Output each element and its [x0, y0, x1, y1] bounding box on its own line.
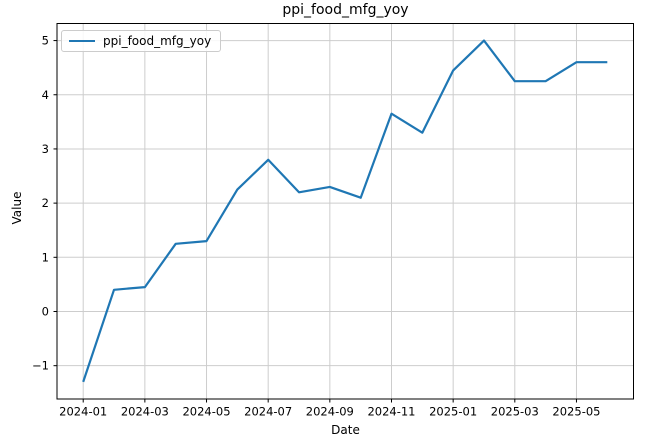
x-tick-label: 2024-07 [244, 405, 292, 419]
x-axis-label: Date [331, 423, 360, 437]
x-tick-label: 2024-11 [367, 405, 415, 419]
y-tick-label: 0 [42, 304, 49, 318]
y-tick-label: −1 [32, 359, 49, 373]
y-tick-label: 3 [42, 142, 49, 156]
y-axis-label: Value [10, 191, 24, 225]
data-line [82, 39, 608, 383]
x-tick-label: 2024-05 [182, 405, 230, 419]
legend-label: ppi_food_mfg_yoy [103, 34, 212, 48]
x-tick-label: 2024-09 [306, 405, 354, 419]
x-tick-label: 2024-01 [59, 405, 107, 419]
x-tick-label: 2025-05 [552, 405, 600, 419]
x-tick-label: 2024-03 [121, 405, 169, 419]
legend-line-sample [69, 40, 95, 42]
y-tick-label: 5 [42, 34, 49, 48]
legend: ppi_food_mfg_yoy [61, 30, 222, 52]
y-tick-label: 1 [42, 250, 49, 264]
plot-border [56, 23, 634, 400]
y-tick-label: 4 [42, 88, 49, 102]
chart-title: ppi_food_mfg_yoy [282, 2, 409, 18]
x-tick-label: 2025-01 [429, 405, 477, 419]
y-tick-label: 2 [42, 196, 49, 210]
x-tick-label: 2025-03 [491, 405, 539, 419]
